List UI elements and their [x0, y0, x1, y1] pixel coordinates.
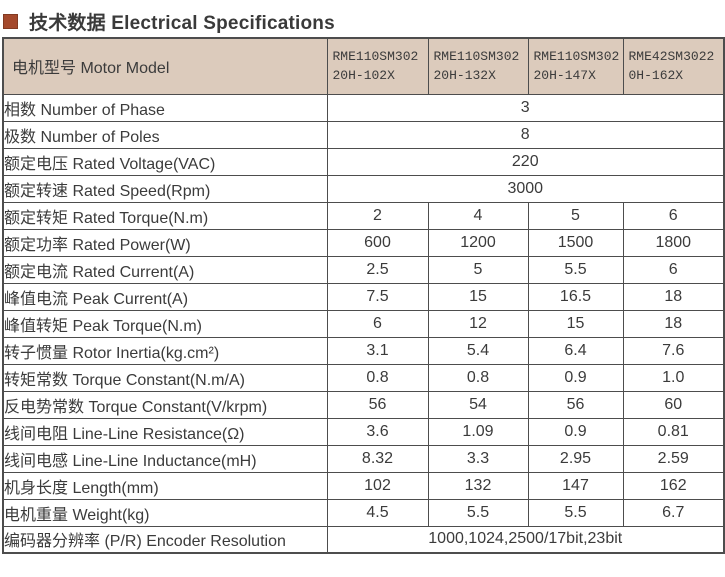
row-value-cell: 5 — [527, 201, 624, 230]
row-value-cell: 2.95 — [527, 444, 624, 473]
table-row: 额定功率 Rated Power(W) 600 1200 1500 1800 — [2, 228, 725, 257]
table-row: 反电势常数 Torque Constant(V/krpm) 56 54 56 60 — [2, 390, 725, 419]
row-value-cell: 56 — [527, 390, 624, 419]
header-model-4: RME42SM3022 0H-162X — [622, 37, 725, 95]
row-value-cell: 8.32 — [326, 444, 429, 473]
row-value-cell: 6 — [622, 255, 725, 284]
row-value-cell: 56 — [326, 390, 429, 419]
table-body: 相数 Number of Phase 3 极数 Number of Poles 8 额定… — [2, 93, 725, 554]
row-value-cell: 102 — [326, 471, 429, 500]
row-value-cell: 5.4 — [427, 336, 529, 365]
row-value-cell: 600 — [326, 228, 429, 257]
row-value-cell: 1.09 — [427, 417, 529, 446]
row-label-cell: 相数 Number of Phase — [2, 93, 328, 122]
row-label-cell: 极数 Number of Poles — [2, 120, 328, 149]
row-label-cell: 反电势常数 Torque Constant(V/krpm) — [2, 390, 328, 419]
row-value-cell: 3.1 — [326, 336, 429, 365]
row-value-cell: 16.5 — [527, 282, 624, 311]
table-row: 峰值转矩 Peak Torque(N.m) 6 12 15 18 — [2, 309, 725, 338]
row-span-value-cell: 1000,1024,2500/17bit,23bit — [326, 525, 725, 554]
table-row: 相数 Number of Phase 3 — [2, 93, 725, 122]
row-value-cell: 15 — [427, 282, 529, 311]
page-title: 技术数据 Electrical Specifications — [29, 13, 335, 34]
table-row: 线间电感 Line-Line Inductance(mH) 8.32 3.3 2.95… — [2, 444, 725, 473]
row-value-cell: 162 — [622, 471, 725, 500]
header-motor-model-label: 电机型号 Motor Model — [2, 37, 328, 95]
row-label-cell: 转子惯量 Rotor Inertia(kg.cm²) — [2, 336, 328, 365]
electrical-specs-table: 电机型号 Motor Model RME110SM302 20H-102X RM… — [2, 37, 725, 554]
table-row: 额定电流 Rated Current(A) 2.5 5 5.5 6 — [2, 255, 725, 284]
row-value-cell: 0.9 — [527, 363, 624, 392]
table-row: 编码器分辨率 (P/R) Encoder Resolution 1000,1024… — [2, 525, 725, 554]
table-row: 线间电阻 Line-Line Resistance(Ω) 3.6 1.09 0.9 0.… — [2, 417, 725, 446]
row-value-cell: 6.4 — [527, 336, 624, 365]
row-value-cell: 18 — [622, 309, 725, 338]
row-value-cell: 15 — [527, 309, 624, 338]
row-span-value-cell: 3 — [326, 93, 725, 122]
row-label-cell: 线间电感 Line-Line Inductance(mH) — [2, 444, 328, 473]
row-label-cell: 额定电流 Rated Current(A) — [2, 255, 328, 284]
header-model-2: RME110SM302 20H-132X — [427, 37, 529, 95]
row-value-cell: 3.3 — [427, 444, 529, 473]
row-value-cell: 2.5 — [326, 255, 429, 284]
row-label-cell: 转矩常数 Torque Constant(N.m/A) — [2, 363, 328, 392]
row-value-cell: 6 — [622, 201, 725, 230]
row-value-cell: 7.6 — [622, 336, 725, 365]
row-span-value-cell: 8 — [326, 120, 725, 149]
row-span-value-cell: 220 — [326, 147, 725, 176]
row-value-cell: 1800 — [622, 228, 725, 257]
table-row: 转子惯量 Rotor Inertia(kg.cm²) 3.1 5.4 6.4 7.6 — [2, 336, 725, 365]
table-row: 极数 Number of Poles 8 — [2, 120, 725, 149]
row-value-cell: 2.59 — [622, 444, 725, 473]
header-model-1: RME110SM302 20H-102X — [326, 37, 429, 95]
row-value-cell: 5.5 — [527, 255, 624, 284]
row-value-cell: 6 — [326, 309, 429, 338]
table-row: 机身长度 Length(mm) 102 132 147 162 — [2, 471, 725, 500]
row-value-cell: 7.5 — [326, 282, 429, 311]
table-row: 转矩常数 Torque Constant(N.m/A) 0.8 0.8 0.9 1.0 — [2, 363, 725, 392]
row-value-cell: 60 — [622, 390, 725, 419]
row-value-cell: 54 — [427, 390, 529, 419]
row-value-cell: 12 — [427, 309, 529, 338]
row-value-cell: 3.6 — [326, 417, 429, 446]
row-value-cell: 147 — [527, 471, 624, 500]
row-value-cell: 0.9 — [527, 417, 624, 446]
row-label-cell: 额定功率 Rated Power(W) — [2, 228, 328, 257]
row-value-cell: 5.5 — [427, 498, 529, 527]
row-value-cell: 4.5 — [326, 498, 429, 527]
row-label-cell: 机身长度 Length(mm) — [2, 471, 328, 500]
row-label-cell: 额定转速 Rated Speed(Rpm) — [2, 174, 328, 203]
row-label-cell: 电机重量 Weight(kg) — [2, 498, 328, 527]
table-header-row: 电机型号 Motor Model RME110SM302 20H-102X RM… — [2, 37, 725, 95]
section-bullet-icon — [3, 14, 18, 29]
row-value-cell: 6.7 — [622, 498, 725, 527]
table-row: 峰值电流 Peak Current(A) 7.5 15 16.5 18 — [2, 282, 725, 311]
row-value-cell: 1200 — [427, 228, 529, 257]
row-value-cell: 1500 — [527, 228, 624, 257]
section-title-bar: 技术数据 Electrical Specifications — [0, 0, 725, 36]
table-row: 额定转速 Rated Speed(Rpm) 3000 — [2, 174, 725, 203]
row-value-cell: 0.81 — [622, 417, 725, 446]
row-label-cell: 峰值转矩 Peak Torque(N.m) — [2, 309, 328, 338]
table-row: 电机重量 Weight(kg) 4.5 5.5 5.5 6.7 — [2, 498, 725, 527]
row-value-cell: 0.8 — [326, 363, 429, 392]
table-row: 额定转矩 Rated Torque(N.m) 2 4 5 6 — [2, 201, 725, 230]
row-label-cell: 额定转矩 Rated Torque(N.m) — [2, 201, 328, 230]
row-value-cell: 1.0 — [622, 363, 725, 392]
row-value-cell: 18 — [622, 282, 725, 311]
row-value-cell: 132 — [427, 471, 529, 500]
row-label-cell: 编码器分辨率 (P/R) Encoder Resolution — [2, 525, 328, 554]
row-value-cell: 5.5 — [527, 498, 624, 527]
row-value-cell: 4 — [427, 201, 529, 230]
row-label-cell: 线间电阻 Line-Line Resistance(Ω) — [2, 417, 328, 446]
row-label-cell: 额定电压 Rated Voltage(VAC) — [2, 147, 328, 176]
row-label-cell: 峰值电流 Peak Current(A) — [2, 282, 328, 311]
row-value-cell: 5 — [427, 255, 529, 284]
row-value-cell: 2 — [326, 201, 429, 230]
table-row: 额定电压 Rated Voltage(VAC) 220 — [2, 147, 725, 176]
row-span-value-cell: 3000 — [326, 174, 725, 203]
row-value-cell: 0.8 — [427, 363, 529, 392]
header-model-3: RME110SM302 20H-147X — [527, 37, 624, 95]
